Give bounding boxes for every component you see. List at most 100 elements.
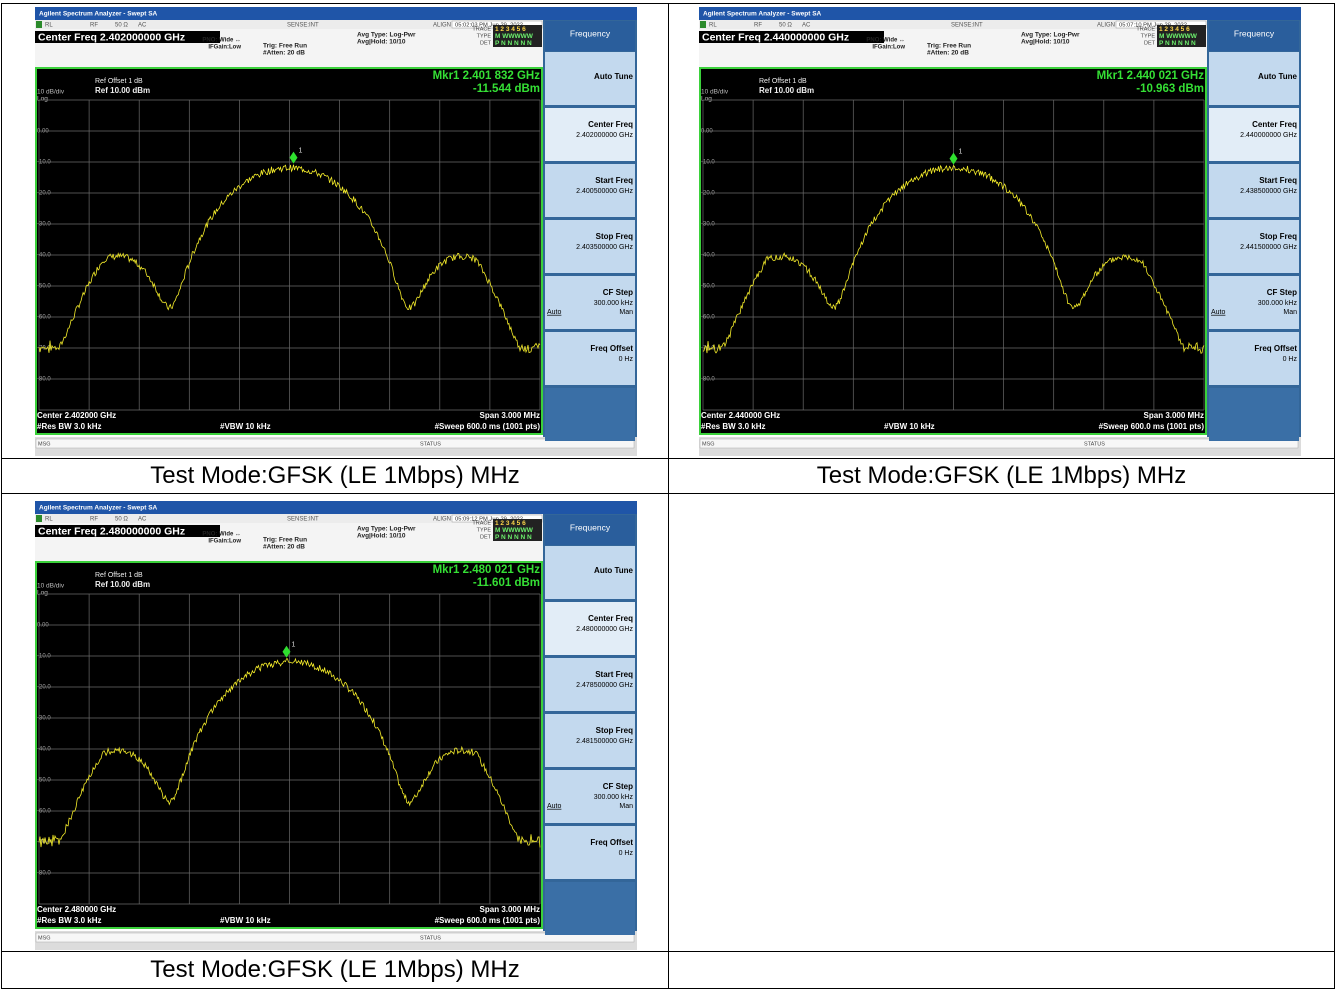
softkey-value: 2.438500000 GHz xyxy=(1240,188,1297,195)
softkey-value: 0 Hz xyxy=(1283,356,1298,363)
ref-level: Ref 10.00 dBm xyxy=(759,86,814,95)
status: STATUS xyxy=(420,935,441,941)
softkey-menu xyxy=(545,21,635,51)
softkey-menu xyxy=(1209,21,1299,51)
softkey[interactable] xyxy=(1209,220,1299,273)
analyzer-screenshot: Agilent Spectrum Analyzer - Swept SA RL RF… xyxy=(35,7,637,456)
y-axis-label: -30.0 xyxy=(701,222,715,228)
align: ALIGN AUTO xyxy=(433,23,469,29)
marker-number: 1 xyxy=(291,642,295,649)
span: Span 3.000 MHz xyxy=(1144,411,1204,420)
pno: PNO: Wide ↔ xyxy=(202,38,241,44)
log: Log xyxy=(37,590,48,597)
status: STATUS xyxy=(1084,441,1105,447)
softkey-value: 2.400500000 GHz xyxy=(576,188,633,195)
softkey-man: Man xyxy=(619,309,633,316)
avg-hold: Avg|Hold: 10/10 xyxy=(357,39,406,46)
pno: PNO: Wide ↔ xyxy=(866,38,905,44)
softkey[interactable] xyxy=(1209,332,1299,385)
ref-offset: Ref Offset 1 dB xyxy=(95,572,143,579)
sweep: #Sweep 600.0 ms (1001 pts) xyxy=(1099,422,1205,431)
res-bw: #Res BW 3.0 kHz xyxy=(701,422,765,431)
softkey[interactable] xyxy=(545,220,635,273)
trace-nums: 1 2 3 4 5 6 xyxy=(495,26,526,33)
softkey[interactable] xyxy=(1209,276,1299,329)
center: Center 2.402000 GHz xyxy=(37,411,116,420)
softkey[interactable] xyxy=(1209,388,1299,441)
y-axis-label: 0.00 xyxy=(37,129,49,135)
y-axis-label: -60.0 xyxy=(37,315,51,321)
softkey-value: 300.000 kHz xyxy=(1258,300,1298,307)
softkey[interactable] xyxy=(545,826,635,879)
softkey[interactable] xyxy=(545,714,635,767)
softkey[interactable] xyxy=(545,770,635,823)
trace xyxy=(38,164,541,354)
softkey[interactable] xyxy=(545,882,635,935)
softkey[interactable] xyxy=(545,332,635,385)
softkey[interactable] xyxy=(545,108,635,161)
softkey-value: 300.000 kHz xyxy=(594,794,634,801)
softkey-label: Stop Freq xyxy=(596,232,633,241)
softkey-auto: Auto xyxy=(1211,309,1226,316)
table-border xyxy=(1,493,1335,494)
softkey-menu-title: Frequency xyxy=(570,522,611,532)
status-ac: AC xyxy=(802,23,811,29)
sense: SENSE:INT xyxy=(951,23,983,29)
softkey-auto: Auto xyxy=(547,803,562,810)
center-freq: Center Freq 2.402000000 GHz xyxy=(38,31,185,43)
softkey-menu-title: Frequency xyxy=(1234,28,1275,38)
softkey[interactable] xyxy=(545,658,635,711)
log: Log xyxy=(37,96,48,103)
softkey-label: Start Freq xyxy=(595,670,633,679)
softkey[interactable] xyxy=(545,276,635,329)
softkey[interactable] xyxy=(1209,164,1299,217)
marker-level: -10.963 dBm xyxy=(1136,83,1204,95)
softkey[interactable] xyxy=(545,602,635,655)
message-field xyxy=(35,932,635,943)
softkey[interactable] xyxy=(1209,52,1299,105)
y-axis-label: -70.0 xyxy=(701,346,715,352)
scale: 10 dB/div xyxy=(37,583,65,590)
vbw: #VBW 10 kHz xyxy=(884,422,935,431)
center-freq-box xyxy=(35,525,220,537)
softkey[interactable] xyxy=(545,546,635,599)
center-freq-box xyxy=(699,31,884,43)
rl-badge xyxy=(36,21,42,28)
softkey[interactable] xyxy=(545,164,635,217)
graph xyxy=(35,67,543,435)
sense: SENSE:INT xyxy=(287,23,319,29)
y-axis-label: -50.0 xyxy=(701,284,715,290)
msg: MSG xyxy=(38,441,51,447)
y-axis-label: -80.0 xyxy=(701,377,715,383)
analyzer-screenshot: Agilent Spectrum Analyzer - Swept SA RL RF… xyxy=(35,501,637,950)
type-vals: M WWWWW xyxy=(1159,33,1198,40)
rl-badge xyxy=(700,21,706,28)
trig: Trig: Free Run xyxy=(263,43,307,50)
status-rl: RL xyxy=(709,23,717,29)
det-vals: P N N N N N xyxy=(495,40,532,47)
caption: Test Mode:GFSK (LE 1Mbps) MHz xyxy=(150,956,520,983)
trace-label: TRACE xyxy=(472,26,491,32)
atten: #Atten: 20 dB xyxy=(263,544,305,551)
ref-offset: Ref Offset 1 dB xyxy=(95,78,143,85)
table-border xyxy=(1,458,1335,459)
det-vals: P N N N N N xyxy=(1159,40,1196,47)
message-field xyxy=(699,438,1299,449)
softkey[interactable] xyxy=(1209,108,1299,161)
type-label: TYPE xyxy=(477,33,492,39)
trace-box xyxy=(1157,25,1206,47)
softkey-man: Man xyxy=(1283,309,1297,316)
y-axis-label: -60.0 xyxy=(701,315,715,321)
window-title: Agilent Spectrum Analyzer - Swept SA xyxy=(703,11,822,18)
softkey[interactable] xyxy=(545,388,635,441)
softkey-value: 2.478500000 GHz xyxy=(576,682,633,689)
graph xyxy=(35,561,543,929)
sweep: #Sweep 600.0 ms (1001 pts) xyxy=(435,916,541,925)
softkey[interactable] xyxy=(545,52,635,105)
timestamp: 05:02:03 PM Jun 29, 2022 xyxy=(455,23,523,29)
trig: Trig: Free Run xyxy=(263,537,307,544)
softkey-label: Start Freq xyxy=(595,176,633,185)
table-border xyxy=(1,3,2,989)
y-axis-label: -10.0 xyxy=(37,654,51,660)
softkey-value: 300.000 kHz xyxy=(594,300,634,307)
